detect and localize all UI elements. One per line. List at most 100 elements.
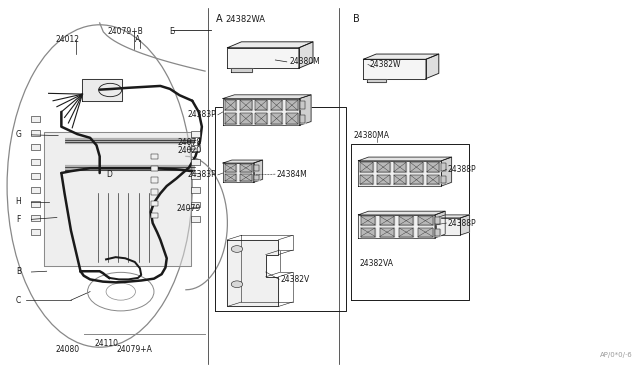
Text: 24382V: 24382V (280, 275, 310, 284)
Polygon shape (358, 211, 445, 215)
Polygon shape (225, 100, 236, 110)
Polygon shape (399, 216, 413, 225)
Polygon shape (225, 164, 236, 171)
Polygon shape (225, 113, 236, 124)
Polygon shape (223, 95, 311, 99)
Polygon shape (240, 113, 252, 124)
Text: D: D (106, 170, 112, 179)
Polygon shape (442, 157, 452, 186)
Bar (191, 173, 200, 179)
Polygon shape (300, 95, 311, 125)
Polygon shape (253, 160, 262, 182)
Polygon shape (227, 48, 299, 68)
Bar (31, 158, 40, 164)
Polygon shape (240, 174, 252, 181)
Polygon shape (255, 100, 267, 110)
Text: C: C (16, 296, 21, 305)
Text: 24078: 24078 (177, 138, 201, 147)
Polygon shape (230, 68, 252, 72)
Text: 24380M: 24380M (289, 57, 320, 66)
Polygon shape (360, 228, 375, 237)
Text: 24110: 24110 (94, 339, 118, 348)
Polygon shape (223, 163, 253, 182)
Text: G: G (15, 129, 22, 139)
Bar (31, 215, 40, 221)
Polygon shape (358, 157, 452, 161)
Polygon shape (426, 54, 439, 78)
Bar (31, 187, 40, 193)
Bar (31, 173, 40, 179)
Bar (31, 144, 40, 150)
Polygon shape (225, 174, 236, 181)
Polygon shape (240, 100, 252, 110)
Polygon shape (360, 175, 373, 185)
Polygon shape (399, 228, 413, 237)
Polygon shape (253, 165, 259, 171)
Polygon shape (435, 211, 445, 238)
Bar (31, 229, 40, 235)
Polygon shape (380, 216, 394, 225)
Polygon shape (360, 216, 375, 225)
Circle shape (231, 281, 243, 288)
Text: 24383P: 24383P (187, 110, 216, 119)
Polygon shape (223, 99, 300, 125)
Bar (151, 154, 159, 159)
Polygon shape (410, 175, 423, 185)
Polygon shape (300, 115, 305, 122)
Text: 24384M: 24384M (276, 170, 307, 179)
Text: A: A (136, 35, 141, 44)
Circle shape (231, 246, 243, 252)
Polygon shape (377, 162, 390, 172)
Polygon shape (364, 59, 426, 78)
Bar (191, 187, 200, 193)
Bar (191, 131, 200, 137)
Text: 24080: 24080 (56, 344, 80, 353)
Polygon shape (436, 218, 461, 235)
Bar (191, 202, 200, 208)
Polygon shape (418, 216, 433, 225)
Text: 24012: 24012 (56, 35, 80, 44)
Polygon shape (227, 42, 313, 48)
Polygon shape (358, 215, 435, 238)
Text: 24382WA: 24382WA (225, 15, 266, 24)
Text: F: F (17, 215, 20, 224)
Polygon shape (240, 164, 252, 171)
Polygon shape (83, 79, 122, 101)
Polygon shape (360, 162, 373, 172)
Text: 24383P: 24383P (187, 170, 216, 179)
Text: B: B (353, 14, 360, 24)
Polygon shape (364, 54, 439, 59)
Text: 24079+A: 24079+A (117, 344, 153, 353)
Bar (191, 159, 200, 165)
Polygon shape (394, 162, 406, 172)
Polygon shape (271, 100, 282, 110)
Text: AP/0*0/·6: AP/0*0/·6 (600, 352, 633, 358)
Text: H: H (16, 197, 22, 206)
Text: 24079: 24079 (177, 204, 201, 213)
Polygon shape (461, 215, 469, 235)
Polygon shape (227, 240, 278, 307)
Polygon shape (299, 42, 313, 68)
Bar (151, 201, 159, 206)
Polygon shape (435, 229, 440, 235)
Bar (151, 213, 159, 218)
Polygon shape (255, 113, 267, 124)
Text: 24380MA: 24380MA (353, 131, 389, 140)
Polygon shape (358, 161, 442, 186)
Polygon shape (436, 215, 469, 218)
Text: 24382W: 24382W (370, 60, 401, 69)
Polygon shape (435, 217, 440, 224)
Bar (31, 116, 40, 122)
Polygon shape (271, 113, 282, 124)
Text: 24388P: 24388P (448, 165, 476, 174)
Polygon shape (442, 163, 447, 171)
Bar (151, 166, 159, 171)
Polygon shape (418, 228, 433, 237)
Polygon shape (394, 175, 406, 185)
Polygon shape (367, 78, 386, 82)
Bar (191, 216, 200, 222)
Polygon shape (253, 174, 259, 180)
Bar (31, 131, 40, 137)
Polygon shape (410, 162, 423, 172)
Text: A: A (216, 14, 223, 24)
